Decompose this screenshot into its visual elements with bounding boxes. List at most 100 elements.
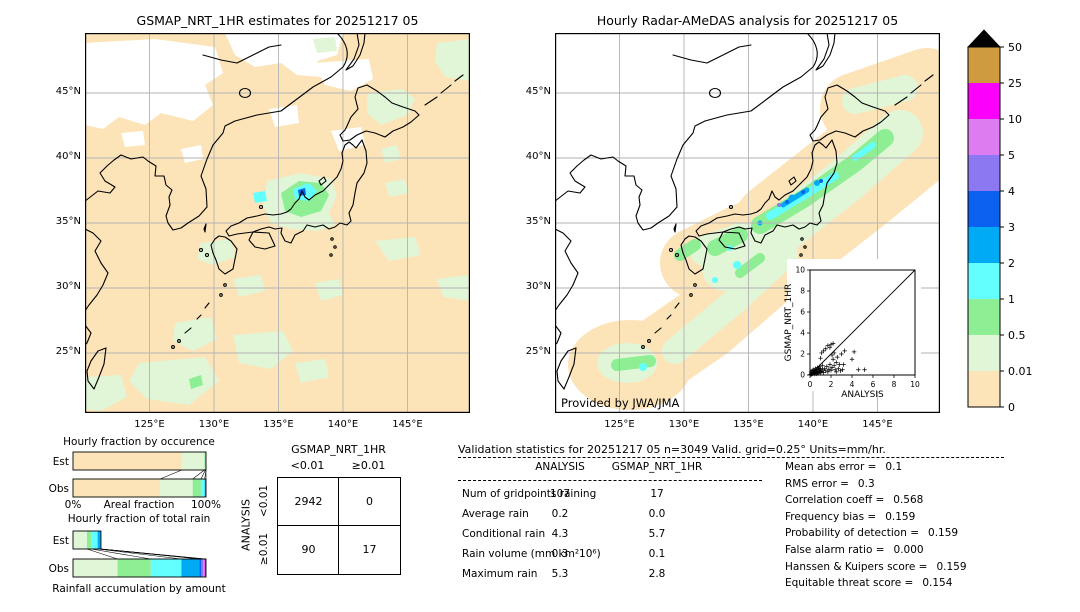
colorbar-tick-label: 3 [1008,221,1015,234]
colorbar-segment [968,119,1000,155]
score-row: Correlation coeff = 0.568 [785,494,923,506]
left-lon-tick: 135°E [263,419,294,430]
total-rain-est-label: Est [53,535,69,547]
left-map-gsmap [85,33,470,413]
x-min-label: 0% [65,499,82,511]
stats-row-label: Num of gridpoints raining [462,488,597,500]
stats-row-label: Rain volume (mm km²10⁶) [462,548,601,560]
stats-gsmap-value: 5.7 [648,528,666,540]
fraction-segment [97,531,101,549]
score-label: Hanssen & Kuipers score = [785,560,928,573]
left-map-title: GSMAP_NRT_1HR estimates for 20251217 05 [136,13,419,28]
fraction-segment [204,452,206,470]
fraction-segment [203,559,205,577]
fraction-segment [201,559,204,577]
left-map-border [85,33,470,413]
colorbar-tick-label: 5 [1008,149,1015,162]
colorbar-tick-label: 0.01 [1008,365,1033,378]
total-rain-fraction-chart: Hourly fraction of total rain Est Obs Ra… [49,513,226,595]
right-lon-tick: 140°E [797,419,829,430]
colorbar-tick-label: 0.5 [1008,329,1026,342]
stats-analysis-value: 107 [549,488,571,500]
fraction-connector [91,548,151,560]
score-row: Hanssen & Kuipers score = 0.159 [785,561,967,573]
score-row: Mean abs error = 0.1 [785,461,902,473]
fraction-segment [73,479,161,497]
stats-gsmap-value: 0.0 [648,508,666,520]
scatter-points [808,341,867,377]
right-lon-tick: 125°E [604,419,635,430]
scatter-inset: 0 2 4 6 8 10 0 2 4 6 8 10 ANALYSIS GSMAP_NRT_1HR [784,259,921,400]
dashed-rule-top [458,457,1004,458]
contingency-col-label-ge: ≥0.01 [351,459,386,472]
fraction-connector [192,469,205,480]
right-lat-tick: 30°N [525,281,551,292]
stats-analysis-value: 5.3 [551,568,569,580]
fraction-connector [97,548,182,560]
left-lat-tick: 35°N [55,216,81,227]
fraction-bar-outline [72,451,207,471]
occurrence-est-label: Est [53,456,69,468]
colorbar-tick-label: 1 [1008,293,1015,306]
fraction-segment [181,452,205,470]
scatter-x-tick: 2 [829,380,834,389]
score-value: 0.568 [893,494,924,507]
right-map-title: Hourly Radar-AMeDAS analysis for 2025121… [596,13,899,28]
colorbar-tick-label: 25 [1008,77,1022,90]
colorbar-tick-label: 4 [1008,185,1015,198]
score-label: Equitable threat score = [785,577,914,590]
fraction-segment [86,531,92,549]
scatter-x-tick: 8 [892,380,897,389]
scatter-x-tick: 0 [808,380,813,389]
contingency-divider-h [278,525,400,527]
fraction-connector [200,469,206,480]
colorbar-segment [968,227,1000,263]
score-value: 0.154 [922,577,953,590]
score-value: 0.3 [857,477,875,490]
gsmap-moderate-rain-core [189,181,329,389]
contingency-hit: 17 [362,543,377,556]
fraction-segment [204,559,206,577]
fraction-segment [73,559,118,577]
fraction-segment [200,479,205,497]
stats-col-gsmap: GSMAP_NRT_1HR [611,461,703,473]
score-label: Mean abs error = [785,461,877,473]
score-value: 0.159 [885,510,916,523]
fraction-connector [100,548,207,560]
stats-gsmap-value: 2.8 [648,568,666,580]
score-row: False alarm ratio = 0.000 [785,544,924,556]
total-rain-xaxis-label: Rainfall accumulation by amount [52,583,225,595]
stats-analysis-value: 0.3 [551,548,569,560]
score-row: Probability of detection = 0.159 [785,527,958,539]
validation-stats-title: Validation statistics for 20251217 05 n=… [458,443,886,456]
colorbar-segment [968,263,1000,299]
colorbar-segment [968,371,1000,407]
right-map-border [555,33,940,413]
stats-row-label: Average rain [462,508,529,520]
occurrence-xaxis-label: Areal fraction [104,499,175,511]
left-lon-tick: 130°E [198,419,230,430]
right-lon-tick: 135°E [733,419,764,430]
total-rain-chart-title: Hourly fraction of total rain [68,513,211,525]
colorbar-segment [968,191,1000,227]
stats-gsmap-value: 17 [650,488,664,500]
scatter-x-tick: 10 [910,380,920,389]
score-row: Frequency bias = 0.159 [785,511,915,523]
contingency-hits-none: 2942 [294,495,323,508]
fraction-connector [159,469,182,480]
scatter-x-tick: 4 [850,380,855,389]
contingency-row-label-ge: ≥0.01 [258,532,270,566]
stats-row-label: Maximum rain [462,568,538,580]
right-lon-tick: 130°E [668,419,700,430]
fraction-segment [73,531,87,549]
credit-text: Provided by JWA/JMA [561,396,680,410]
fraction-segment [199,559,202,577]
left-lon-tick: 140°E [327,419,359,430]
fraction-segment [181,559,200,577]
fraction-segment [150,559,182,577]
x-max-label: 100% [191,499,221,511]
colorbar-segment [968,83,1000,119]
fraction-segment [117,559,151,577]
occurrence-obs-label: Obs [49,483,69,495]
